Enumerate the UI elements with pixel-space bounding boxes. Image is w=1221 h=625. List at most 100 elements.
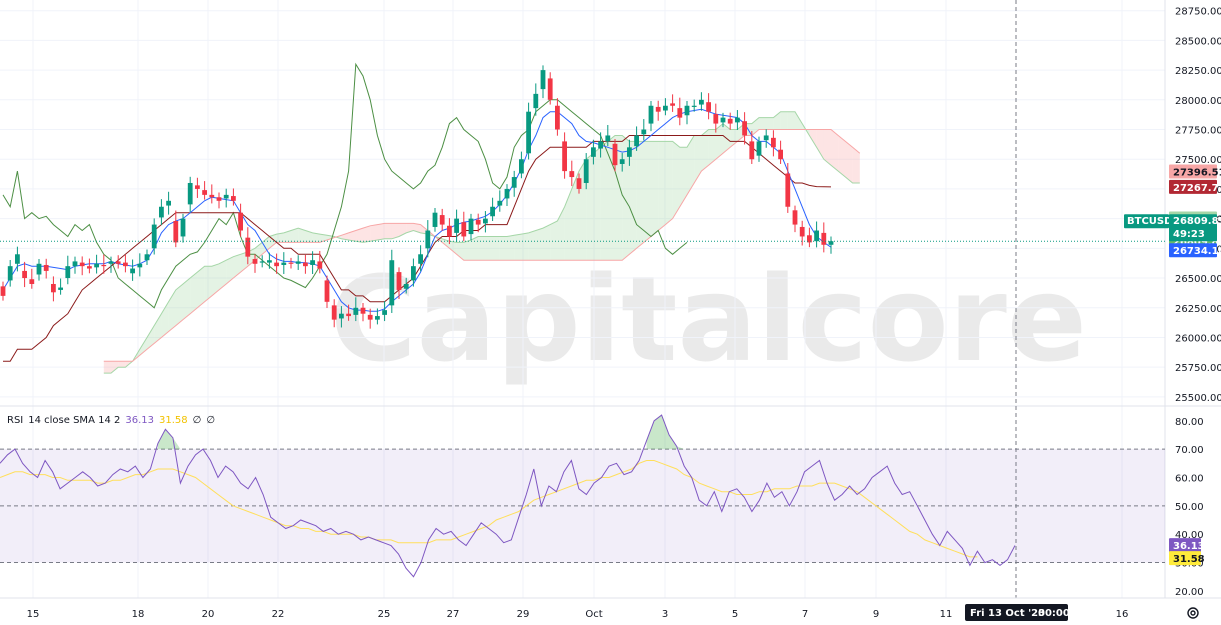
candle-body-19 (137, 263, 143, 268)
candle-body-91 (655, 106, 661, 112)
cloud-segment-63 (557, 206, 565, 261)
candle-body-77 (555, 105, 560, 130)
candle-body-73 (526, 111, 531, 154)
candle-body-26 (187, 182, 193, 205)
rsi-legend-value: 36.13 (125, 415, 154, 426)
senkou-b-line (103, 129, 861, 362)
cloud-segment-85 (715, 123, 723, 160)
price-tag-bg-4 (1169, 243, 1217, 258)
candle-body-59 (425, 230, 431, 249)
time-tick-label-11: 9 (873, 609, 879, 620)
candle-body-39 (281, 262, 287, 265)
candle-body-9 (65, 266, 71, 279)
cloud-segment-12 (190, 272, 198, 314)
candle-body-111 (799, 226, 805, 237)
cloud-segment-102 (838, 135, 846, 178)
rsi-tag-0: 36.13 (1173, 541, 1205, 552)
candle-body-108 (778, 149, 783, 160)
cloud-segment-18 (233, 254, 241, 279)
cloud-segment-71 (615, 135, 623, 261)
candle-body-57 (411, 266, 416, 281)
cloud-segment-42 (406, 223, 414, 233)
candle-body-15 (108, 261, 114, 264)
candle-body-104 (749, 141, 755, 160)
cloud-segment-0 (103, 361, 111, 374)
price-tag-4: 26734.14 (1173, 246, 1221, 257)
cloud-segment-52 (478, 236, 486, 261)
price-axis[interactable]: 25500.00 25750.00 26000.00 26250.00 26500.00… (1124, 7, 1221, 404)
time-tick-label-6: 29 (517, 609, 530, 620)
cloud-segment-74 (636, 141, 644, 249)
rsi-legend-params: 14 close SMA 14 2 (28, 415, 121, 426)
rsi-tag-bg-1 (1169, 551, 1201, 566)
last-price-value: 26809.89 (1173, 216, 1221, 227)
rsi-legend-sma-value: 31.58 (159, 415, 188, 426)
rsi-tick-label-0: 20.00 (1175, 587, 1204, 598)
candle-body-75 (540, 70, 546, 90)
candle-body-109 (785, 173, 791, 207)
candle-body-64 (461, 222, 467, 237)
cloud-segment-39 (384, 223, 392, 239)
candle-body-99 (713, 114, 719, 124)
candle-body-35 (252, 259, 258, 264)
candle-body-102 (735, 117, 740, 123)
time-axis[interactable]: 15 18 20 22 25 27 29 Oct 3 5 7 9 11 16 Fri 13 Oct '230… (0, 597, 1221, 621)
cloud-segment-81 (687, 135, 695, 195)
candle-body-86 (619, 159, 625, 164)
candle-body-79 (569, 171, 575, 178)
rsi-pane (0, 414, 1165, 578)
cloud-segment-77 (658, 141, 666, 231)
candle-body-28 (202, 190, 207, 195)
cloud-segment-69 (600, 141, 608, 261)
cloud-segment-27 (298, 228, 306, 243)
cloud-segment-76 (651, 141, 659, 237)
time-tick-label-1: 18 (132, 609, 145, 620)
candle-body-67 (483, 218, 488, 224)
candle-body-53 (382, 310, 387, 315)
cloud-segment-64 (564, 188, 572, 261)
candle-body-32 (231, 196, 236, 201)
price-tick-label-12: 28500.00 (1175, 36, 1221, 47)
cloud-segment-80 (679, 147, 687, 207)
candle-body-95 (684, 105, 690, 116)
cloud-segment-82 (694, 135, 702, 183)
cloud-segment-101 (831, 129, 839, 172)
candle-body-42 (303, 262, 308, 267)
candle-body-49 (353, 307, 359, 315)
candle-body-16 (115, 261, 121, 264)
candle-body-78 (562, 141, 567, 172)
candle-body-27 (195, 185, 200, 189)
candle-body-76 (547, 78, 553, 100)
candle-body-21 (151, 224, 157, 249)
cloud-segment-2 (118, 361, 126, 368)
candle-body-12 (87, 266, 92, 269)
candle-body-36 (259, 261, 265, 263)
candle-body-85 (612, 143, 618, 166)
candle-body-61 (439, 215, 445, 225)
candle-body-33 (238, 212, 243, 231)
candle-body-63 (454, 218, 459, 233)
cloud-segment-104 (852, 147, 860, 183)
time-tick-label-3: 22 (272, 609, 285, 620)
candle-body-115 (828, 241, 834, 245)
time-tick-label-7: Oct (585, 609, 602, 620)
candle-body-5 (36, 263, 42, 275)
cloud-segment-54 (492, 236, 500, 261)
rsi-legend[interactable]: RSI 14 close SMA 14 2 36.13 31.58 ∅ ∅ (7, 415, 220, 426)
symbol-tag-bg (1124, 214, 1169, 229)
candle-body-65 (468, 218, 474, 235)
cloud-segment-11 (183, 278, 191, 320)
rsi-axis[interactable]: 20.0030.0040.0050.0060.0070.0080.0036.13… (1169, 417, 1205, 598)
cloud-segment-95 (787, 111, 795, 130)
candle-body-110 (792, 210, 798, 225)
cloud-segment-84 (708, 129, 716, 166)
price-tick-label-8: 27500.00 (1175, 155, 1221, 166)
settings-gear-icon[interactable] (1186, 606, 1200, 620)
candle-body-101 (727, 118, 733, 124)
price-tick-label-4: 26500.00 (1175, 274, 1221, 285)
cloud-segment-75 (643, 141, 651, 243)
cloud-segment-92 (766, 117, 774, 130)
candle-body-68 (490, 206, 495, 217)
cloud-segment-10 (175, 283, 183, 326)
